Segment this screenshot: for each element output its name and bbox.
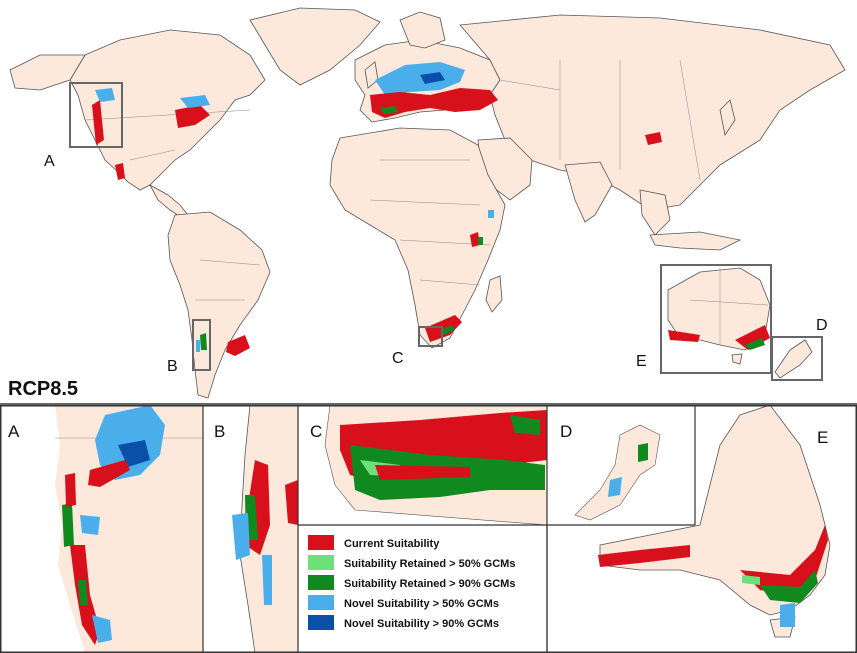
legend-item-2: Suitability Retained > 90% GCMs — [308, 575, 515, 590]
box-c — [418, 326, 443, 347]
legend-swatch-retained-50 — [308, 555, 334, 570]
scenario-label: RCP8.5 — [8, 378, 78, 400]
legend-label-retained-50: Suitability Retained > 50% GCMs — [344, 558, 515, 570]
legend-item-0: Current Suitability — [308, 535, 440, 550]
panel-label-b: B — [214, 422, 225, 441]
legend-swatch-current — [308, 535, 334, 550]
legend-label-novel-90: Novel Suitability > 90% GCMs — [344, 618, 499, 630]
legend-item-3: Novel Suitability > 50% GCMs — [308, 595, 499, 610]
country-borders — [84, 59, 769, 345]
india — [564, 161, 613, 223]
japan — [719, 99, 736, 137]
box-e — [660, 264, 772, 374]
indonesia — [649, 231, 742, 251]
box-label-e: E — [636, 353, 647, 370]
panel-label-d: D — [560, 422, 572, 441]
legend-swatch-novel-90 — [308, 615, 334, 630]
legend-label-novel-50: Novel Suitability > 50% GCMs — [344, 598, 499, 610]
legend: Current Suitability Suitability Retained… — [300, 527, 546, 651]
panel-label-e: E — [817, 428, 828, 447]
asia — [459, 14, 846, 211]
north-america — [69, 29, 266, 191]
inset-panel-b: B — [203, 405, 299, 653]
box-label-b: B — [167, 358, 178, 375]
box-label-c: C — [392, 350, 404, 367]
legend-swatch-novel-50 — [308, 595, 334, 610]
panel-label-c: C — [310, 422, 322, 441]
inset-boxes — [69, 82, 823, 381]
legend-label-retained-90: Suitability Retained > 90% GCMs — [344, 578, 515, 590]
legend-swatch-retained-90 — [308, 575, 334, 590]
na-west-current-area — [92, 100, 104, 145]
alaska — [9, 54, 86, 91]
inset-panel-d: D — [547, 405, 695, 525]
na-east-current-area — [175, 105, 210, 128]
se-asia — [639, 189, 671, 236]
scandinavia — [399, 11, 446, 49]
china-current-area — [645, 132, 662, 145]
legend-item-1: Suitability Retained > 50% GCMs — [308, 555, 515, 570]
south-america-current-area — [226, 335, 250, 356]
south-africa-current-area — [425, 315, 462, 342]
australia-current-area — [668, 330, 700, 342]
new-zealand — [774, 339, 813, 379]
inset-panel-a: A — [0, 405, 203, 653]
box-a — [69, 82, 123, 148]
madagascar — [485, 275, 503, 313]
inset-panel-c: C — [298, 405, 548, 526]
world-map: A B C D E RCP8.5 — [0, 7, 857, 405]
inset-panels: A B C D E — [0, 405, 857, 653]
box-label-a: A — [44, 153, 55, 170]
suitability-areas-world — [92, 62, 770, 356]
tasmania — [731, 353, 743, 365]
legend-item-4: Novel Suitability > 90% GCMs — [308, 615, 499, 630]
africa — [329, 127, 506, 349]
box-b — [192, 319, 211, 371]
inset-panel-e: E — [547, 405, 857, 653]
greenland — [249, 7, 381, 86]
legend-label-current: Current Suitability — [344, 538, 440, 550]
europe-current-area — [370, 88, 498, 118]
europe-novel-area — [375, 62, 465, 95]
panel-label-a: A — [8, 422, 20, 441]
box-label-d: D — [816, 317, 828, 334]
